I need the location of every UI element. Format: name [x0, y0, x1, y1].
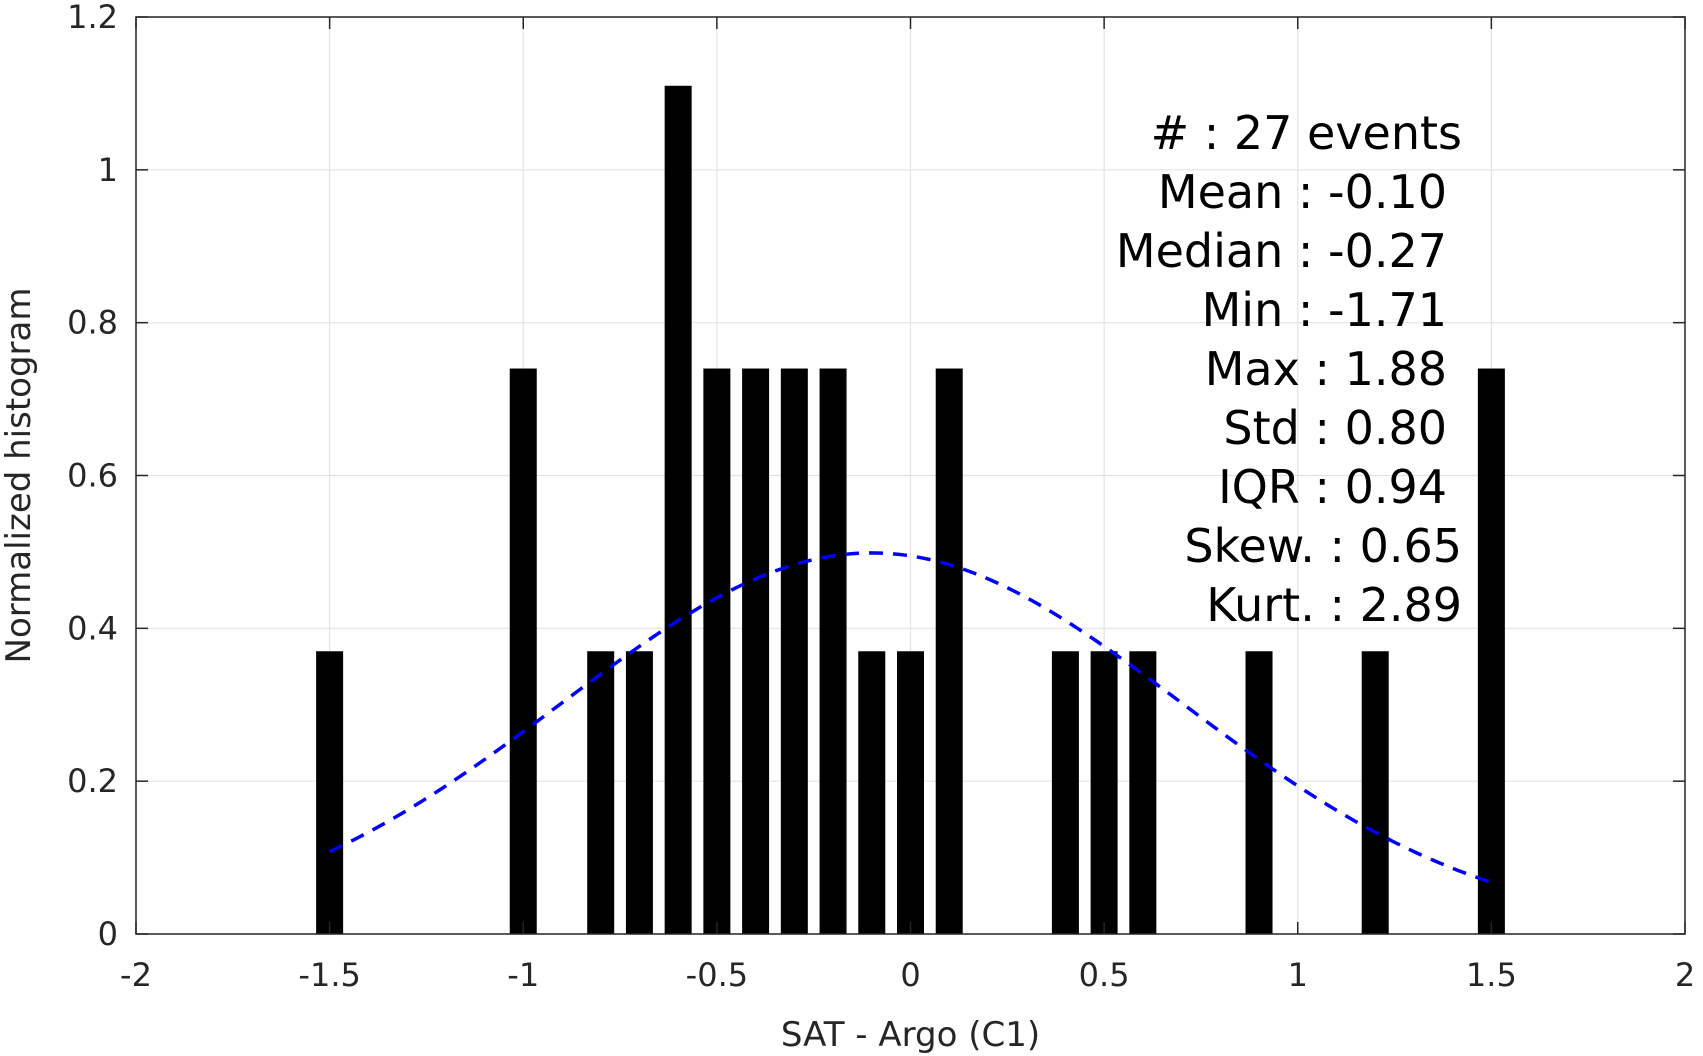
x-tick-label: 1.5 [1466, 956, 1517, 994]
y-tick-label: 0.2 [67, 762, 118, 800]
y-tick-label: 0.4 [67, 609, 118, 647]
y-tick-label: 1 [98, 151, 118, 189]
histogram-bar [858, 651, 886, 934]
stats-line: Std : 0.80 [1223, 401, 1447, 455]
x-tick-label: -0.5 [686, 956, 748, 994]
x-axis-label: SAT - Argo (C1) [781, 1015, 1040, 1055]
histogram-bar [819, 368, 847, 934]
histogram-bar [703, 368, 731, 934]
x-tick-label: -2 [120, 956, 152, 994]
x-tick-label: 2 [1675, 956, 1695, 994]
stats-line: IQR : 0.94 [1218, 460, 1447, 514]
histogram-bar [935, 368, 963, 934]
histogram-bar [1361, 651, 1389, 934]
histogram-bar [1245, 651, 1273, 934]
histogram-bar [1129, 651, 1157, 934]
histogram-bars [316, 85, 1505, 934]
stats-line: Median : -0.27 [1116, 224, 1447, 278]
x-tick-labels: -2 -1.5 -1 -0.5 0 0.5 1 1.5 2 [120, 956, 1695, 994]
histogram-bar [509, 368, 537, 934]
y-tick-label: 1.2 [67, 0, 118, 36]
y-tick-label: 0 [98, 915, 118, 953]
stats-line: Mean : -0.10 [1158, 165, 1447, 219]
histogram-bar [1051, 651, 1079, 934]
histogram-bar [664, 85, 692, 934]
histogram-bar [316, 651, 344, 934]
stats-line: Kurt. : 2.89 [1206, 578, 1462, 632]
y-tick-label: 0.8 [67, 304, 118, 342]
normal-fit-curve [328, 551, 1492, 885]
tick-marks [135, 16, 1686, 935]
stats-line: # : 27 events [1151, 106, 1462, 160]
histogram-bar [742, 368, 770, 934]
stats-line: Min : -1.71 [1202, 283, 1447, 337]
histogram-bar [1090, 651, 1118, 934]
histogram-bar [587, 651, 615, 934]
x-tick-label: 0 [900, 956, 920, 994]
y-tick-label: 0.6 [67, 457, 118, 495]
stats-line: Max : 1.88 [1205, 342, 1447, 396]
x-tick-label: 0.5 [1079, 956, 1130, 994]
histogram-bar [625, 651, 653, 934]
x-tick-label: -1 [507, 956, 539, 994]
histogram-bar [1477, 368, 1505, 934]
y-tick-labels: 0 0.2 0.4 0.6 0.8 1 1.2 [67, 0, 118, 953]
y-axis-label: Normalized histogram [0, 288, 39, 664]
stats-line: Skew. : 0.65 [1184, 519, 1462, 573]
histogram-bar [897, 651, 924, 934]
x-tick-label: -1.5 [298, 956, 360, 994]
histogram-bar [780, 368, 808, 934]
x-tick-label: 1 [1288, 956, 1308, 994]
